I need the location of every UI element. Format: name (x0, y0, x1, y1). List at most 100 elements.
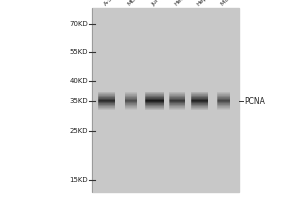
Bar (169, 95, 184, 96)
Bar (124, 92, 125, 110)
Text: 40KD: 40KD (70, 78, 88, 84)
Bar (124, 106, 136, 107)
Bar (145, 94, 164, 95)
Bar (169, 98, 184, 99)
Bar (191, 96, 208, 97)
Bar (92, 8, 238, 192)
Bar (98, 104, 115, 105)
Bar (98, 105, 115, 106)
Bar (169, 92, 170, 110)
Bar (124, 103, 136, 104)
Bar (217, 96, 230, 97)
Bar (98, 94, 115, 95)
Bar (217, 103, 230, 104)
Bar (217, 106, 230, 107)
Bar (124, 96, 136, 97)
Bar (124, 98, 136, 99)
Text: HeLa: HeLa (173, 0, 188, 7)
Text: HepG2: HepG2 (196, 0, 215, 7)
Bar (217, 97, 230, 98)
Bar (191, 99, 208, 100)
Bar (98, 106, 115, 107)
Bar (169, 92, 170, 110)
Bar (98, 95, 115, 96)
Bar (217, 92, 218, 110)
Bar (217, 107, 230, 108)
Bar (145, 100, 164, 101)
Bar (169, 109, 184, 110)
Bar (169, 106, 184, 107)
Bar (145, 92, 146, 110)
Bar (191, 101, 208, 102)
Bar (191, 92, 208, 93)
Bar (124, 102, 136, 103)
Bar (145, 99, 164, 100)
Bar (217, 101, 230, 102)
Bar (98, 92, 115, 93)
Bar (145, 96, 164, 97)
Bar (145, 95, 164, 96)
Bar (145, 92, 146, 110)
Bar (217, 99, 230, 100)
Bar (98, 98, 115, 99)
Bar (217, 98, 230, 99)
Bar (217, 93, 230, 94)
Bar (124, 104, 136, 105)
Bar (217, 94, 230, 95)
Bar (145, 109, 164, 110)
Bar (145, 93, 164, 94)
Bar (169, 92, 170, 110)
Bar (191, 105, 208, 106)
Bar (169, 107, 184, 108)
Bar (124, 93, 136, 94)
Text: 55KD: 55KD (70, 49, 88, 55)
Bar (191, 108, 208, 109)
Bar (169, 92, 184, 93)
Bar (217, 104, 230, 105)
Bar (169, 94, 184, 95)
Bar (191, 107, 208, 108)
Bar (98, 99, 115, 100)
Bar (98, 109, 115, 110)
Bar (145, 104, 164, 105)
Bar (191, 93, 208, 94)
Bar (217, 92, 218, 110)
Bar (145, 92, 164, 93)
Bar (98, 101, 115, 102)
Bar (217, 92, 218, 110)
Bar (191, 92, 192, 110)
Bar (169, 105, 184, 106)
Bar (169, 92, 170, 110)
Bar (191, 97, 208, 98)
Text: PCNA: PCNA (244, 97, 266, 106)
Bar (124, 100, 136, 101)
Bar (191, 109, 208, 110)
Bar (145, 108, 164, 109)
Bar (98, 96, 115, 97)
Text: 70KD: 70KD (69, 21, 88, 27)
Bar (145, 98, 164, 99)
Text: 35KD: 35KD (70, 98, 88, 104)
Bar (124, 92, 125, 110)
Bar (217, 92, 218, 110)
Bar (217, 108, 230, 109)
Bar (145, 107, 164, 108)
Bar (191, 103, 208, 104)
Bar (124, 92, 125, 110)
Bar (124, 95, 136, 96)
Bar (98, 92, 99, 110)
Bar (169, 97, 184, 98)
Bar (217, 105, 230, 106)
Bar (145, 106, 164, 107)
Bar (169, 102, 184, 103)
Text: Mouse brain: Mouse brain (220, 0, 251, 7)
Bar (98, 93, 115, 94)
Bar (145, 102, 164, 103)
Bar (145, 103, 164, 104)
Bar (98, 108, 115, 109)
Bar (124, 99, 136, 100)
Bar (217, 109, 230, 110)
Bar (191, 100, 208, 101)
Bar (124, 97, 136, 98)
Bar (124, 108, 136, 109)
